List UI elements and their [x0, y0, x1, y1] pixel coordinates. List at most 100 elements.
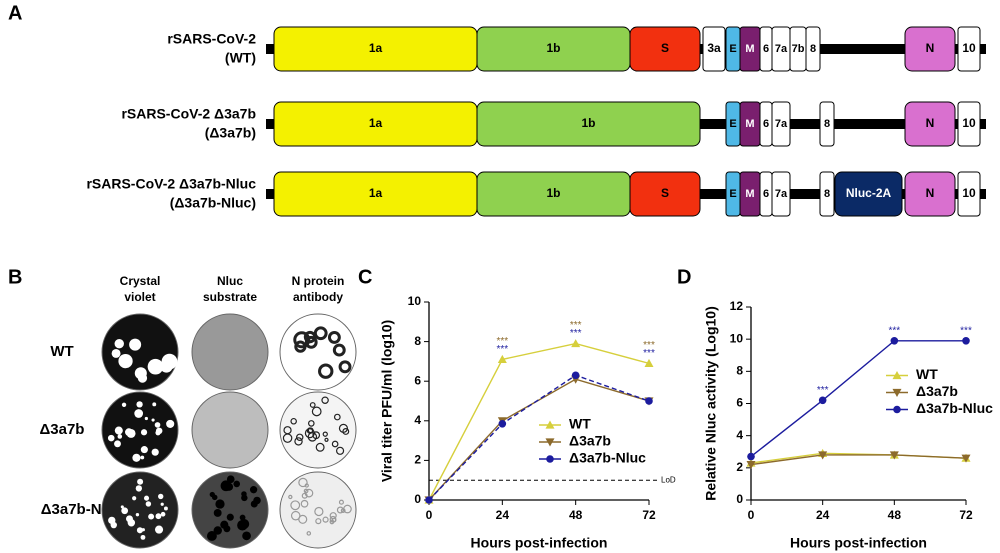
gene-label: 8 — [810, 43, 816, 55]
plaque — [154, 525, 164, 534]
plaque — [110, 521, 117, 529]
plaque — [300, 499, 309, 508]
gene-box — [771, 101, 791, 147]
plaque — [158, 493, 164, 500]
plaque — [151, 418, 155, 422]
data-point — [892, 388, 902, 397]
plaque — [324, 437, 329, 442]
gene-label: N — [926, 186, 935, 200]
lod-label: LoD — [661, 475, 676, 484]
plaque — [213, 508, 222, 517]
plaque — [132, 453, 141, 462]
plaque — [294, 437, 303, 446]
plaque — [213, 526, 222, 535]
plaque — [144, 416, 148, 421]
series-line — [750, 454, 967, 466]
plaque — [306, 531, 312, 536]
panel-label: C — [358, 266, 372, 288]
data-point — [746, 461, 756, 470]
plaque — [304, 483, 309, 488]
plaque — [118, 353, 133, 369]
y-tick-label: 6 — [736, 396, 743, 410]
panel-label: D — [677, 266, 691, 288]
plaque — [298, 477, 308, 488]
gene-label: E — [729, 188, 736, 200]
plaque — [140, 534, 146, 540]
data-point — [890, 336, 899, 345]
plaque — [209, 491, 215, 498]
significance: *** — [496, 344, 508, 355]
gene-label: 1a — [369, 41, 383, 55]
plaque — [151, 448, 159, 456]
plaque — [290, 417, 297, 425]
plaque — [303, 488, 309, 494]
plaque — [249, 486, 258, 494]
gene-box — [957, 171, 981, 217]
plaque-well — [101, 391, 179, 469]
y-axis-label: Relative Nluc activity (Log10) — [703, 306, 719, 501]
construct-name: (WT) — [225, 50, 256, 66]
plaque — [152, 402, 157, 407]
plaque — [331, 440, 339, 448]
gene-box — [819, 101, 835, 147]
well — [101, 391, 179, 469]
y-tick-label: 0 — [736, 492, 743, 506]
plaque — [166, 419, 175, 428]
panel-label: A — [8, 2, 22, 24]
gene-label: 6 — [763, 118, 769, 130]
x-tick-label: 24 — [816, 508, 830, 522]
y-tick-label: 10 — [730, 331, 744, 345]
plaque — [114, 426, 123, 435]
gene-box — [904, 171, 956, 217]
y-tick-label: 10 — [408, 294, 422, 308]
column-header: Crystal — [120, 274, 161, 288]
plaque — [134, 409, 144, 418]
plaque — [147, 358, 164, 375]
plaque — [140, 455, 145, 460]
plaque — [318, 363, 334, 379]
plaque — [120, 505, 124, 509]
plaque — [206, 531, 217, 541]
row-label: Δ3a7b — [40, 421, 85, 438]
plaque — [315, 442, 325, 452]
gene-label: M — [745, 188, 754, 200]
construct-name: (Δ3a7b-Nluc) — [170, 195, 256, 211]
x-tick-label: 48 — [888, 508, 902, 522]
column-header: antibody — [293, 290, 343, 304]
plaque — [137, 478, 144, 485]
significance: *** — [817, 385, 829, 396]
data-point — [571, 371, 580, 380]
plaque — [241, 494, 248, 502]
plaque-well — [191, 313, 269, 391]
data-point — [571, 339, 581, 348]
plaque — [161, 353, 178, 370]
plaque — [312, 431, 321, 440]
plaque — [290, 500, 301, 511]
significance: *** — [643, 340, 655, 351]
plaque — [309, 402, 316, 408]
plaque — [125, 428, 133, 437]
data-point — [545, 420, 555, 429]
well — [191, 313, 269, 391]
plaque-well — [279, 471, 357, 549]
y-tick-label: 12 — [730, 299, 744, 313]
plaque-well — [191, 391, 269, 469]
gene-box — [702, 26, 726, 72]
plaque — [336, 506, 344, 514]
plaque — [155, 513, 162, 520]
significance: *** — [888, 325, 900, 336]
data-point — [961, 454, 971, 463]
data-point — [818, 396, 827, 405]
plaque — [226, 513, 234, 521]
plaque — [304, 488, 314, 498]
column-header: substrate — [203, 290, 257, 304]
plaque — [132, 496, 137, 501]
gene-box — [834, 171, 903, 217]
plaque — [343, 504, 352, 514]
plaque — [296, 433, 304, 442]
plaque-well — [279, 313, 357, 391]
gene-label: 7a — [775, 188, 788, 200]
gene-label: 8 — [824, 118, 830, 130]
significance: *** — [643, 348, 655, 359]
plaque — [293, 331, 311, 349]
